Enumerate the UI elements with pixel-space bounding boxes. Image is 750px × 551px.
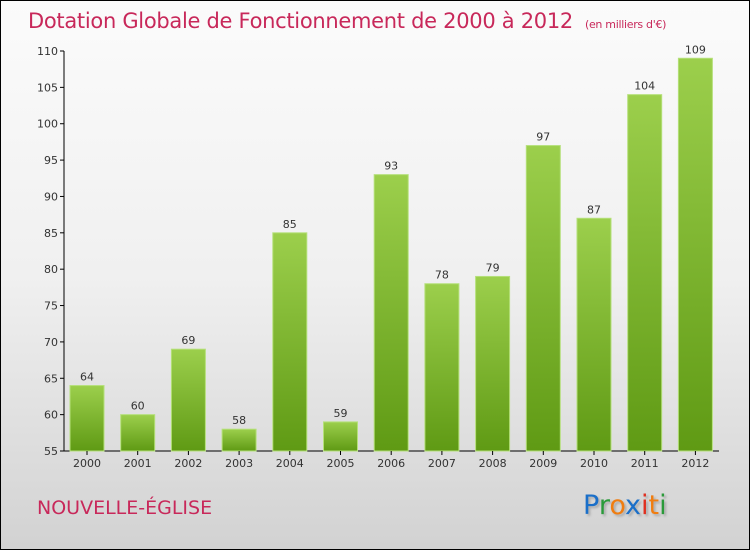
data-label: 69 xyxy=(181,334,195,347)
y-tick-label: 100 xyxy=(37,118,58,131)
bar xyxy=(221,428,257,452)
data-label: 87 xyxy=(587,203,601,216)
bar xyxy=(272,232,308,452)
y-tick-label: 70 xyxy=(44,336,58,349)
data-label: 78 xyxy=(435,269,449,282)
x-tick-label: 2001 xyxy=(124,457,152,470)
logo-letter: t xyxy=(648,490,660,521)
bar xyxy=(170,348,206,452)
bar xyxy=(677,57,713,452)
y-tick-label: 95 xyxy=(44,154,58,167)
x-tick-label: 2007 xyxy=(428,457,456,470)
logo-letter: x xyxy=(625,490,642,521)
bar xyxy=(323,421,358,452)
logo-letter: i xyxy=(659,490,667,521)
y-tick-label: 55 xyxy=(44,445,58,458)
data-label: 64 xyxy=(80,371,94,384)
y-tick-label: 60 xyxy=(44,409,58,422)
y-tick-label: 65 xyxy=(44,372,58,385)
y-tick-label: 85 xyxy=(44,227,58,240)
data-label: 85 xyxy=(283,218,297,231)
bar xyxy=(576,217,612,452)
bar xyxy=(525,145,561,452)
data-label: 93 xyxy=(384,160,398,173)
title-text: Dotation Globale de Fonctionnement de 20… xyxy=(28,9,573,33)
x-tick-label: 2002 xyxy=(174,457,202,470)
y-tick-label: 90 xyxy=(44,190,58,203)
chart-subtitle: (en milliers d'€) xyxy=(584,18,667,31)
bar xyxy=(424,283,460,452)
x-tick-label: 2005 xyxy=(327,457,355,470)
data-label: 59 xyxy=(334,407,348,420)
y-tick-label: 110 xyxy=(37,45,58,58)
logo-letter: P xyxy=(583,490,599,521)
logo-letter: r xyxy=(598,490,610,521)
x-tick-label: 2004 xyxy=(276,457,304,470)
bar xyxy=(475,275,511,452)
x-tick-label: 2011 xyxy=(631,457,659,470)
x-tick-label: 2010 xyxy=(580,457,608,470)
data-label: 97 xyxy=(536,131,550,144)
x-tick-label: 2006 xyxy=(377,457,405,470)
x-tick-label: 2012 xyxy=(681,457,709,470)
data-label: 109 xyxy=(685,43,706,56)
data-label: 58 xyxy=(232,414,246,427)
logo-letter: i xyxy=(641,490,649,521)
data-label: 60 xyxy=(131,400,145,413)
bar xyxy=(627,94,663,452)
bar xyxy=(373,174,409,452)
x-tick-label: 2009 xyxy=(529,457,557,470)
x-tick-label: 2000 xyxy=(73,457,101,470)
y-tick-label: 75 xyxy=(44,300,58,313)
data-label: 79 xyxy=(486,261,500,274)
bar xyxy=(69,385,105,452)
proxiti-logo: Proxiti xyxy=(583,490,667,521)
data-label: 104 xyxy=(634,80,655,93)
chart-title: Dotation Globale de Fonctionnement de 20… xyxy=(28,9,666,33)
y-tick-label: 105 xyxy=(37,81,58,94)
logo-letter: o xyxy=(609,490,626,521)
bar xyxy=(120,414,156,452)
y-tick-label: 80 xyxy=(44,263,58,276)
x-tick-label: 2003 xyxy=(225,457,253,470)
commune-name: NOUVELLE-ÉGLISE xyxy=(37,497,213,519)
x-tick-label: 2008 xyxy=(479,457,507,470)
